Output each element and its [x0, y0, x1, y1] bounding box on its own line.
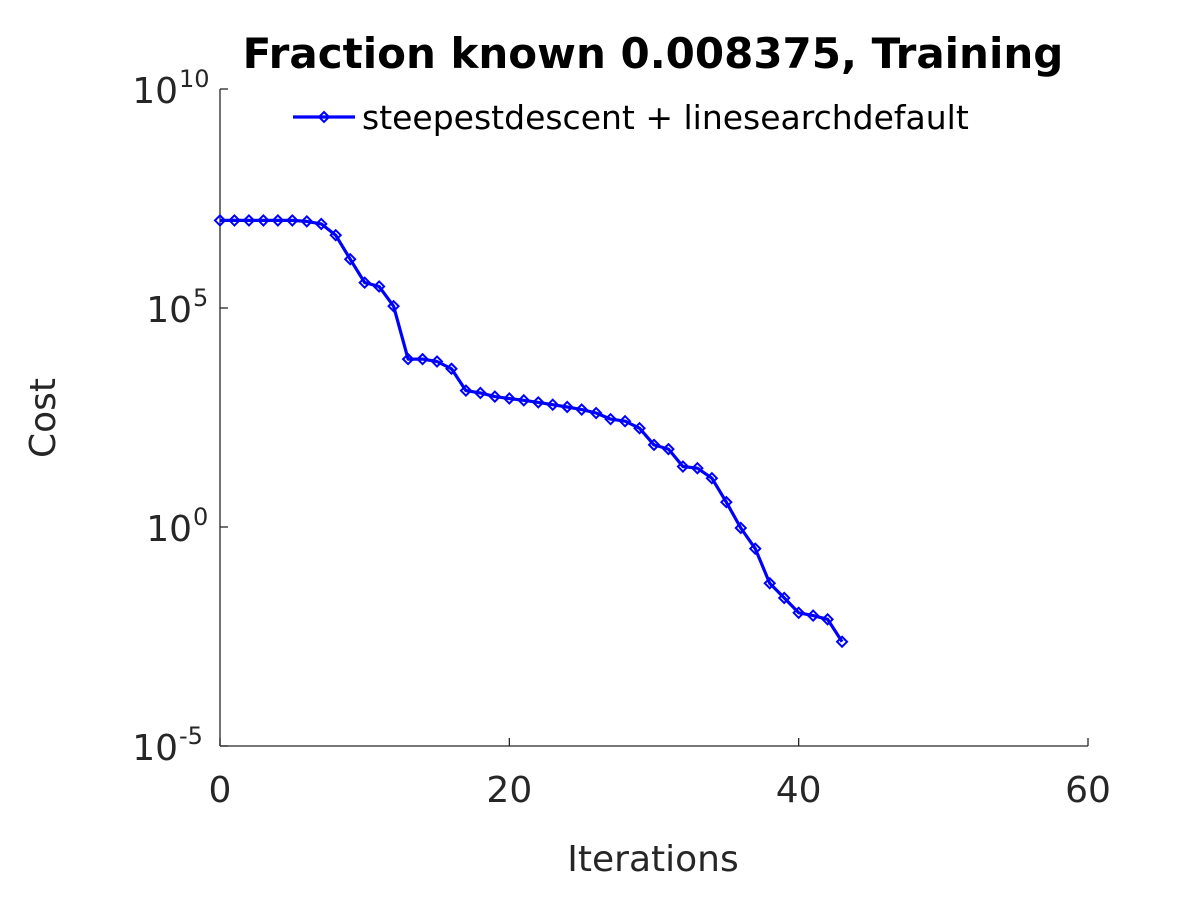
- x-axis-label: Iterations: [567, 839, 738, 880]
- y-tick-label-base: 10: [146, 509, 192, 550]
- x-tick-label: 0: [209, 770, 232, 811]
- y-tick-label: 10 0: [146, 503, 208, 550]
- legend-label: steepestdescent + linesearchdefault: [362, 98, 969, 137]
- data-point: [719, 495, 733, 509]
- legend: steepestdescent + linesearchdefault: [293, 98, 969, 137]
- data-point: [676, 460, 690, 473]
- data-point: [242, 213, 256, 227]
- data-point: [748, 542, 762, 556]
- data-point: [546, 398, 560, 412]
- data-point: [647, 438, 661, 452]
- data-point: [314, 217, 328, 231]
- x-tick-label: 60: [1065, 770, 1111, 811]
- data-point: [256, 213, 270, 227]
- y-tick-label-exponent: 0: [193, 503, 208, 531]
- data-point: [777, 591, 791, 605]
- y-tick-label: 10 5: [146, 284, 208, 331]
- data-point: [387, 299, 401, 313]
- data-point: [662, 442, 675, 456]
- y-tick-label-exponent: 10: [179, 65, 210, 93]
- y-tick-label: 10 -5: [132, 722, 203, 769]
- data-point: [430, 355, 444, 368]
- y-tick-label-exponent: -5: [179, 722, 203, 750]
- data-point: [372, 280, 386, 293]
- data-point: [705, 471, 719, 485]
- series-layer: [213, 213, 849, 649]
- x-tick-label: 40: [776, 770, 822, 811]
- data-point: [488, 390, 502, 403]
- data-point: [734, 521, 748, 535]
- data-point: [285, 213, 299, 227]
- data-point: [531, 395, 545, 409]
- data-point: [575, 403, 589, 416]
- x-tick-label: 20: [486, 770, 532, 811]
- data-point: [792, 606, 806, 620]
- legend-marker: [317, 110, 331, 124]
- data-point: [459, 384, 473, 398]
- chart-title: Fraction known 0.008375, Training: [243, 29, 1064, 78]
- y-tick-label: 10 10: [132, 65, 209, 112]
- data-point: [473, 386, 487, 400]
- y-tick-label-base: 10: [146, 290, 192, 331]
- y-tick-label-exponent: 5: [193, 284, 208, 312]
- data-point: [329, 228, 343, 242]
- data-point: [502, 392, 516, 405]
- data-point: [300, 214, 314, 228]
- data-point: [560, 400, 574, 414]
- y-axis-label: Cost: [23, 378, 64, 458]
- data-point: [358, 276, 372, 290]
- data-point: [271, 213, 285, 227]
- data-point: [416, 352, 429, 366]
- data-point: [763, 576, 777, 590]
- data-point: [821, 612, 835, 626]
- data-point: [633, 421, 646, 435]
- data-point: [835, 635, 849, 649]
- data-point: [690, 461, 704, 475]
- data-point: [445, 362, 458, 376]
- data-point: [589, 406, 603, 420]
- data-point: [343, 252, 357, 266]
- data-point: [806, 609, 820, 622]
- data-point: [213, 213, 227, 227]
- data-point: [228, 213, 241, 227]
- data-point: [618, 414, 632, 428]
- y-tick-label-base: 10: [132, 71, 178, 112]
- data-point: [401, 352, 415, 366]
- y-tick-label-base: 10: [132, 728, 178, 769]
- data-point: [604, 412, 618, 426]
- data-point: [517, 393, 531, 407]
